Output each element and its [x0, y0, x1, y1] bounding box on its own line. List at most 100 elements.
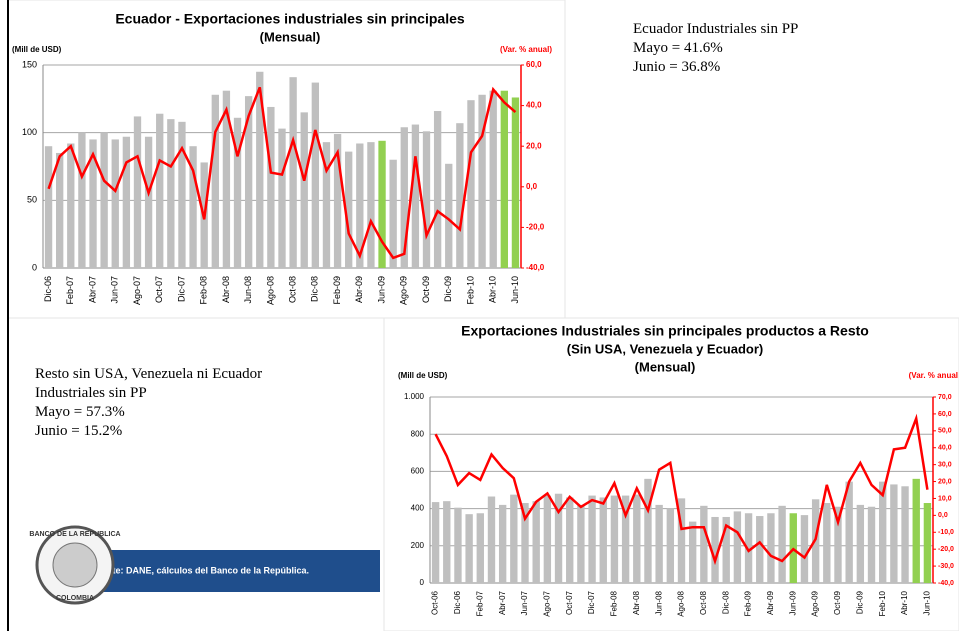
x-tick-label: Abr-10: [900, 590, 909, 615]
x-tick-label: Abr-07: [498, 590, 507, 615]
x-tick-label: Jun-10: [510, 276, 520, 304]
x-tick-label: Oct-09: [833, 590, 842, 615]
bar: [498, 504, 507, 583]
bar: [345, 151, 353, 268]
bar: [422, 131, 431, 268]
y2-tick-label: -40,0: [526, 263, 545, 272]
x-tick-label: Dic-09: [443, 276, 453, 302]
bar: [178, 121, 186, 268]
logo-text: COLOMBIA: [56, 595, 94, 602]
bar: [122, 136, 131, 268]
x-tick-label: Abr-10: [488, 276, 498, 303]
bar: [599, 497, 607, 583]
bar: [233, 117, 242, 268]
note-line: Industriales sin PP: [35, 385, 147, 401]
bar: [756, 516, 764, 583]
bar: [666, 508, 675, 583]
chart-title: Ecuador - Exportaciones industriales sin…: [115, 11, 465, 27]
y-tick-label: 50: [27, 195, 37, 205]
x-tick-label: Oct-07: [565, 590, 574, 615]
y-tick-label: 1.000: [404, 392, 425, 401]
note-line: Ecuador Industriales sin PP: [633, 21, 799, 37]
bar: [767, 513, 775, 583]
note-resto: Resto sin USA, Venezuela ni Ecuador Indus…: [35, 365, 275, 441]
y2-tick-label: -10,0: [938, 529, 954, 536]
note-line: Mayo = 41.6%: [633, 40, 723, 56]
bar: [44, 146, 53, 268]
note-line: Junio = 36.8%: [633, 59, 721, 75]
note-line: Junio = 15.2%: [35, 423, 123, 439]
y2-tick-label: -30,0: [938, 563, 954, 570]
logo-face: [52, 542, 98, 588]
bar: [487, 496, 496, 583]
y-tick-label: 400: [411, 504, 425, 513]
bar: [543, 495, 552, 583]
y-tick-label: 800: [411, 429, 425, 438]
y-tick-label: 100: [22, 127, 37, 137]
bar: [856, 504, 865, 583]
y2-tick-label: 0,0: [938, 512, 948, 519]
bar: [511, 97, 520, 268]
bar: [800, 515, 809, 583]
bar: [400, 127, 408, 269]
bar: [621, 495, 630, 583]
bar: [890, 484, 898, 583]
y2-axis-label: (Var. % anual: [909, 371, 958, 380]
bar: [389, 159, 397, 268]
line-series: [434, 413, 929, 566]
bar: [489, 90, 497, 268]
x-tick-label: Ago-07: [542, 590, 551, 616]
bar: [144, 136, 153, 268]
bar: [688, 521, 697, 583]
y2-tick-label: -40,0: [938, 580, 954, 587]
x-tick-label: Feb-09: [332, 276, 342, 305]
line-series: [47, 86, 517, 260]
x-tick-label: Jun-09: [788, 590, 797, 615]
bar: [433, 111, 442, 268]
bar: [78, 132, 86, 268]
x-tick-label: Jun-07: [110, 276, 120, 304]
bar: [823, 503, 831, 583]
bar: [445, 163, 453, 268]
y2-tick-label: 40,0: [938, 445, 952, 452]
bar: [722, 516, 730, 583]
x-tick-label: Dic-07: [587, 590, 596, 614]
bar: [677, 498, 686, 583]
bar: [431, 502, 440, 583]
logo-text: BANCO DE LA REPUBLICA: [29, 531, 120, 538]
bar: [454, 507, 462, 583]
bar: [211, 94, 219, 268]
x-tick-label: Feb-10: [878, 590, 887, 616]
y-tick-label: 600: [411, 467, 425, 476]
bar: [311, 82, 320, 269]
y-axis-label: (Mill de USD): [398, 371, 448, 380]
bar: [278, 128, 286, 268]
x-tick-label: Ago-08: [677, 590, 686, 616]
x-tick-label: Ago-09: [399, 276, 409, 305]
y2-tick-label: 40,0: [526, 101, 542, 110]
y-tick-label: 200: [411, 541, 425, 550]
note-ecuador: Ecuador Industriales sin PP Mayo = 41.6% J…: [633, 20, 853, 77]
bar: [834, 506, 842, 583]
y-axis-label: (Mill de USD): [12, 45, 62, 54]
bar: [378, 140, 386, 268]
x-tick-label: Dic-06: [43, 276, 53, 302]
bar: [923, 503, 932, 583]
chart-subtitle: (Mensual): [635, 359, 696, 374]
y2-tick-label: 60,0: [526, 60, 542, 69]
bar: [189, 146, 197, 268]
x-tick-label: Abr-08: [632, 590, 641, 615]
y-tick-label: 0: [420, 578, 425, 587]
x-tick-label: Dic-09: [855, 590, 864, 614]
x-tick-label: Jun-08: [654, 590, 663, 615]
y2-tick-label: 60,0: [938, 411, 952, 418]
x-tick-label: Feb-09: [744, 590, 753, 616]
bar: [521, 503, 529, 583]
x-tick-label: Oct-08: [287, 276, 297, 303]
y2-tick-label: 70,0: [938, 394, 952, 401]
bar: [633, 494, 641, 583]
x-tick-label: Oct-06: [431, 590, 440, 615]
bar: [476, 513, 484, 583]
bar: [322, 142, 331, 268]
